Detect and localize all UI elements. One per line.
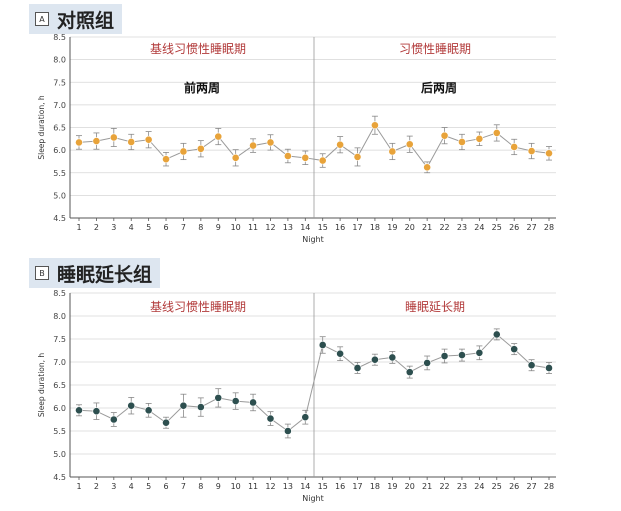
data-point bbox=[196, 144, 205, 153]
data-point bbox=[144, 135, 153, 144]
data-point bbox=[353, 153, 362, 161]
x-tick-label: 25 bbox=[492, 223, 502, 232]
panel-a-badge: A bbox=[35, 12, 49, 26]
data-point bbox=[336, 140, 345, 149]
data-point bbox=[423, 163, 432, 172]
x-tick-label: 3 bbox=[111, 223, 116, 232]
phase-label: 基线习惯性睡眠期 bbox=[150, 41, 246, 56]
x-tick-label: 18 bbox=[370, 223, 380, 232]
x-tick-label: 13 bbox=[283, 223, 293, 232]
y-tick-label: 7.5 bbox=[53, 78, 66, 87]
data-point bbox=[301, 153, 310, 162]
y-axis-label: Sleep duration, h bbox=[37, 95, 46, 160]
panel-b-header: B 睡眠延长组 bbox=[29, 258, 161, 288]
x-tick-label: 14 bbox=[300, 223, 310, 232]
y-tick-label: 7.0 bbox=[53, 101, 66, 110]
x-tick-label: 24 bbox=[474, 223, 484, 232]
x-tick-label: 27 bbox=[526, 223, 536, 232]
x-tick-label: 7 bbox=[181, 223, 186, 232]
y-tick-label: 5.0 bbox=[53, 191, 66, 200]
x-tick-label: 4 bbox=[129, 223, 134, 232]
data-point bbox=[75, 138, 83, 147]
data-point bbox=[527, 147, 536, 155]
data-point bbox=[127, 138, 136, 146]
series-line bbox=[78, 124, 550, 169]
x-tick-label: 19 bbox=[387, 223, 397, 232]
panel-a-title: 对照组 bbox=[57, 9, 115, 32]
x-tick-label: 5 bbox=[146, 223, 151, 232]
y-tick-label: 8.5 bbox=[53, 33, 66, 42]
data-point bbox=[318, 156, 327, 165]
x-tick-label: 23 bbox=[457, 223, 467, 232]
data-point bbox=[388, 147, 397, 156]
x-tick-label: 17 bbox=[352, 223, 362, 232]
data-point bbox=[283, 152, 292, 160]
x-tick-label: 26 bbox=[509, 223, 519, 232]
data-point bbox=[405, 140, 414, 149]
x-tick-label: 12 bbox=[265, 223, 275, 232]
x-tick-label: 9 bbox=[216, 223, 221, 232]
panel-b-title: 睡眠延长组 bbox=[57, 263, 153, 286]
x-tick-label: 28 bbox=[544, 223, 554, 232]
data-point bbox=[458, 138, 466, 146]
x-tick-label: 21 bbox=[422, 223, 432, 232]
phase-label: 习惯性睡眠期 bbox=[399, 41, 471, 56]
data-point bbox=[249, 141, 257, 150]
y-tick-label: 4.5 bbox=[53, 214, 66, 223]
data-point bbox=[92, 137, 101, 145]
x-tick-label: 22 bbox=[439, 223, 449, 232]
data-point bbox=[545, 149, 553, 158]
y-tick-label: 8.0 bbox=[53, 56, 66, 65]
data-point bbox=[109, 133, 118, 142]
x-tick-label: 20 bbox=[405, 223, 415, 232]
y-tick-label: 5.5 bbox=[53, 169, 66, 178]
data-point bbox=[266, 138, 275, 147]
phase-sublabel: 后两周 bbox=[421, 80, 457, 95]
x-tick-label: 10 bbox=[231, 223, 241, 232]
data-point bbox=[371, 121, 379, 130]
data-point bbox=[231, 153, 240, 162]
x-axis-label: Night bbox=[302, 235, 324, 244]
x-tick-label: 6 bbox=[163, 223, 168, 232]
x-tick-label: 8 bbox=[198, 223, 203, 232]
y-tick-label: 6.0 bbox=[53, 146, 66, 155]
x-tick-label: 2 bbox=[94, 223, 99, 232]
phase-sublabel: 前两周 bbox=[184, 80, 220, 95]
y-tick-label: 6.5 bbox=[53, 124, 66, 133]
data-point bbox=[475, 134, 484, 143]
data-point bbox=[510, 143, 519, 151]
data-point bbox=[179, 147, 188, 156]
data-point bbox=[492, 129, 501, 137]
data-point bbox=[162, 155, 170, 164]
x-tick-label: 15 bbox=[318, 223, 328, 232]
x-tick-label: 11 bbox=[248, 223, 258, 232]
panel-b-badge: B bbox=[35, 266, 49, 280]
x-tick-label: 16 bbox=[335, 223, 345, 232]
x-tick-label: 1 bbox=[76, 223, 81, 232]
data-point bbox=[440, 131, 449, 140]
data-point bbox=[214, 132, 223, 141]
panel-a-header: A 对照组 bbox=[29, 4, 123, 34]
